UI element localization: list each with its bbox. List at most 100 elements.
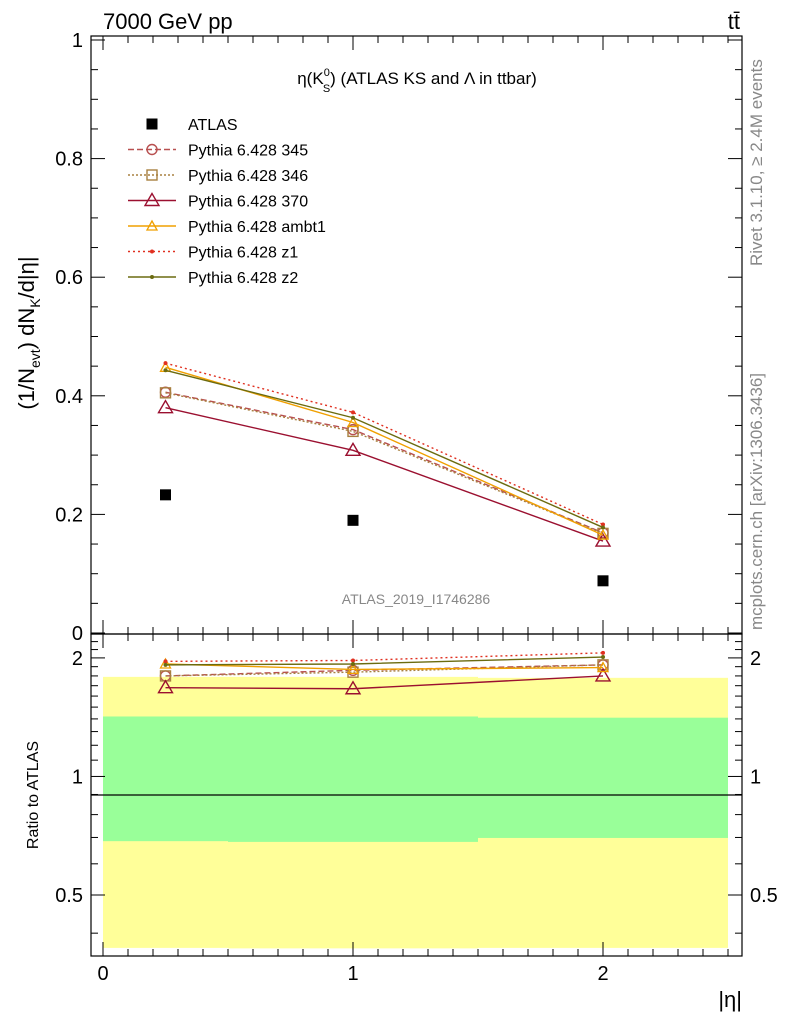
data-point [601, 525, 605, 530]
data-point [347, 514, 359, 526]
ratio-line [165, 664, 604, 677]
series-line [165, 406, 604, 542]
legend: ATLAS Pythia 6.428 345 Pythia 6.428 346 Pyt… [128, 117, 326, 287]
data-point [346, 416, 360, 428]
series-1 [159, 386, 609, 539]
y-tick-label: 0.6 [55, 267, 83, 289]
legend-label: Pythia 6.428 346 [188, 168, 308, 185]
y-tick-label: 0 [72, 623, 83, 645]
ratio-series-5 [163, 655, 605, 667]
legend-entry: Pythia 6.428 z1 [128, 245, 298, 262]
series-3 [157, 399, 612, 547]
main-x-ticks [102, 36, 729, 634]
ratio-y-tick-label-right: 2 [750, 648, 761, 670]
main-series-group [157, 360, 612, 587]
data-point [344, 680, 362, 695]
data-point [146, 118, 158, 130]
uncertainty-band-green [103, 716, 228, 842]
data-point [150, 249, 154, 254]
plot-title: η(K0 S) (ATLAS KS and Λ in ttbar) [297, 67, 537, 95]
legend-label: Pythia 6.428 z1 [188, 245, 298, 262]
ratio-y-axis: 0.5 0.5 1 1 2 2 [55, 641, 778, 934]
legend-label: Pythia 6.428 370 [188, 194, 308, 211]
y-tick-label: 1 [72, 30, 83, 52]
process-label: tt̄ [728, 9, 740, 34]
data-point [159, 657, 172, 669]
y-tick-label: 0.2 [55, 504, 83, 526]
ratio-y-tick-label-right: 1 [750, 766, 761, 788]
analysis-id: ATLAS_2019_I1746286 [342, 591, 491, 607]
legend-label: Pythia 6.428 ambt1 [188, 219, 326, 236]
data-point [351, 661, 355, 666]
data-point [597, 575, 609, 587]
ratio-series-3 [159, 657, 610, 675]
data-point [163, 361, 168, 366]
series-2 [159, 387, 609, 540]
data-point [157, 399, 174, 414]
data-point [601, 650, 605, 655]
legend-label: Pythia 6.428 z2 [188, 270, 298, 287]
legend-label: ATLAS [188, 117, 238, 134]
data-point [594, 667, 612, 682]
ratio-series-group [157, 650, 612, 695]
data-point [150, 275, 154, 279]
ratio-y-axis-label: Ratio to ATLAS [25, 741, 42, 849]
main-plot: 0 0.2 0.4 0.6 0.8 1 η(K0 S) (ATLAS KS and Λ in… [14, 30, 743, 645]
ratio-series-4 [163, 650, 605, 664]
legend-entry: Pythia 6.428 z2 [128, 270, 298, 287]
series-line [165, 391, 604, 534]
ratio-y-tick-label: 0.5 [55, 885, 83, 907]
ratio-x-axis: 0 1 2 [97, 634, 729, 985]
ratio-line [165, 652, 604, 663]
data-point [163, 368, 168, 373]
ratio-y-tick-label: 1 [72, 766, 83, 788]
x-tick-label: 2 [597, 963, 608, 985]
data-point [160, 489, 171, 501]
y-tick-label: 0.4 [55, 386, 83, 408]
data-point [601, 655, 605, 660]
y-axis-label: (1/Nevt) dNK/d|η| [14, 256, 43, 409]
ratio-plot-frame [90, 633, 743, 957]
x-tick-label: 0 [97, 963, 108, 985]
data-point [146, 169, 158, 181]
series-line [165, 369, 604, 529]
mcplots-label: mcplots.cern.ch [arXiv:1306.3436] [747, 373, 766, 630]
series-6 [163, 368, 605, 530]
ratio-series-2 [157, 667, 612, 695]
data-point [163, 659, 168, 664]
data-point [163, 662, 168, 667]
ratio-plot: 0.5 0.5 1 1 2 2 0 1 2 Ratio to ATLAS |η| [25, 633, 778, 1012]
data-point [351, 410, 355, 415]
y-tick-label: 0.8 [55, 149, 83, 171]
series-5 [163, 361, 605, 527]
data-point [351, 415, 355, 420]
data-point [346, 663, 360, 675]
data-point [596, 528, 610, 540]
series-4 [159, 360, 610, 540]
data-point [344, 441, 362, 457]
data-point [159, 387, 172, 399]
ratio-line [165, 675, 604, 690]
main-y-axis: 0 0.2 0.4 0.6 0.8 1 [55, 30, 742, 645]
data-point [594, 532, 612, 547]
legend-entry: Pythia 6.428 370 [128, 192, 308, 211]
series-line [165, 362, 604, 526]
data-point [601, 522, 605, 527]
series-0 [160, 489, 609, 587]
x-axis-label: |η| [718, 987, 742, 1012]
data-point [351, 658, 355, 663]
data-point [157, 679, 174, 694]
ratio-y-tick-label: 2 [72, 648, 83, 670]
uncertainty-band-green [228, 716, 478, 842]
legend-entry: ATLAS [146, 117, 238, 134]
series-line [165, 366, 604, 536]
uncertainty-band-green [478, 717, 728, 838]
ratio-bands [103, 676, 728, 949]
ratio-line [165, 663, 604, 671]
rivet-label: Rivet 3.1.10, ≥ 2.4M events [747, 59, 766, 266]
data-point [143, 192, 161, 207]
legend-entry: Pythia 6.428 ambt1 [128, 219, 326, 236]
energy-label: 7000 GeV pp [103, 9, 233, 34]
data-point [596, 661, 610, 673]
